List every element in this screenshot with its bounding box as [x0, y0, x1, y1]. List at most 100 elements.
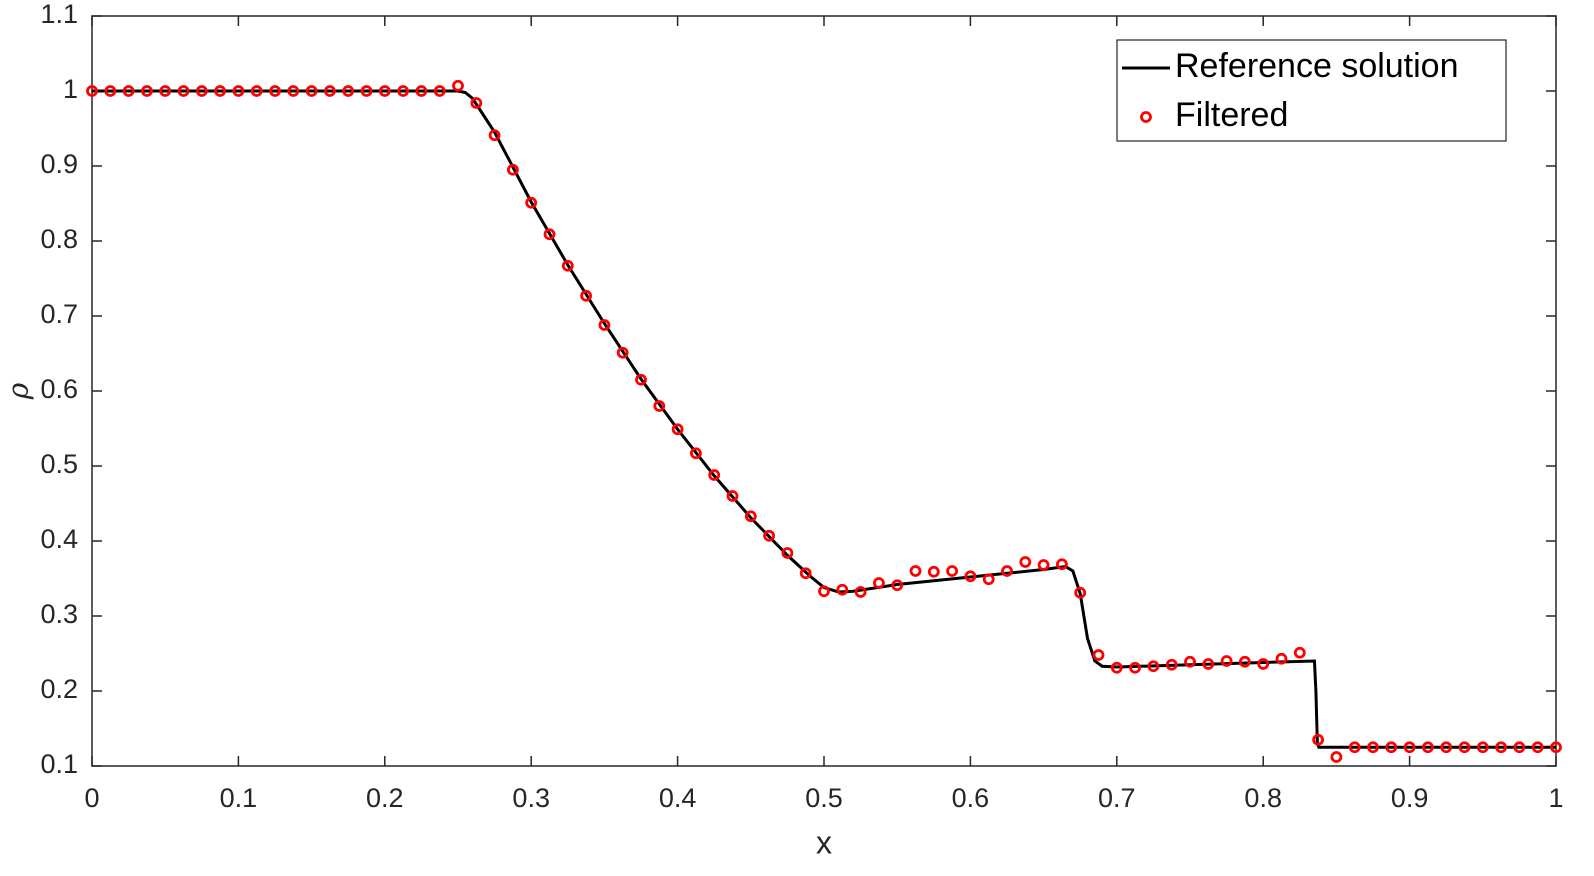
marker: [799, 567, 812, 580]
legend-marker: [1140, 111, 1152, 123]
marker: [1440, 741, 1453, 754]
y-tick-label: 0.6: [40, 374, 78, 404]
marker: [653, 400, 666, 412]
y-tick-label: 0.4: [40, 524, 78, 554]
marker: [1184, 655, 1196, 668]
marker: [1476, 741, 1489, 754]
marker: [561, 259, 574, 272]
y-tick-label: 0.1: [40, 749, 78, 779]
y-tick-label: 1.1: [40, 0, 78, 29]
marker: [1312, 733, 1324, 746]
marker: [159, 85, 172, 97]
marker: [1001, 565, 1013, 577]
marker: [744, 510, 757, 523]
y-tick-label: 0.9: [40, 149, 78, 179]
marker: [763, 529, 775, 542]
marker: [1092, 649, 1105, 661]
x-axis-label: x: [816, 824, 832, 860]
marker: [342, 85, 355, 97]
marker: [1403, 741, 1416, 754]
x-tick-label: 0.6: [952, 783, 990, 813]
marker: [470, 97, 483, 109]
marker: [1037, 559, 1050, 571]
marker: [616, 346, 629, 359]
marker: [378, 85, 391, 97]
marker: [1367, 741, 1379, 754]
x-tick-label: 0.1: [220, 783, 258, 813]
x-tick-label: 0: [84, 783, 99, 813]
marker: [177, 85, 190, 97]
marker: [360, 85, 373, 97]
marker: [122, 85, 135, 97]
x-tick-label: 0.7: [1098, 783, 1136, 813]
x-tick-label: 0.8: [1244, 783, 1282, 813]
marker: [452, 79, 464, 92]
y-tick-label: 0.8: [40, 224, 78, 254]
marker: [507, 163, 519, 176]
marker: [1220, 655, 1233, 667]
marker: [708, 469, 721, 481]
marker: [1239, 655, 1251, 668]
marker: [909, 565, 922, 577]
marker: [690, 447, 702, 460]
y-tick-label: 0.5: [40, 449, 78, 479]
marker: [1495, 741, 1507, 754]
marker: [214, 85, 227, 97]
y-axis-label: ρ: [2, 382, 35, 400]
marker: [1129, 661, 1141, 674]
marker: [1422, 741, 1434, 754]
marker: [1202, 658, 1215, 670]
marker: [1458, 741, 1471, 754]
marker: [397, 85, 410, 97]
marker: [836, 583, 849, 596]
marker: [232, 85, 245, 97]
marker: [433, 85, 446, 97]
marker: [1110, 661, 1123, 674]
marker: [1531, 741, 1544, 754]
marker: [946, 565, 958, 577]
marker: [415, 85, 428, 97]
legend-label: Filtered: [1175, 96, 1288, 134]
marker: [1165, 658, 1178, 671]
marker: [964, 570, 977, 583]
y-tick-label: 0.7: [40, 299, 78, 329]
marker: [927, 565, 940, 578]
marker: [287, 85, 300, 97]
marker: [1147, 660, 1160, 673]
marker: [598, 319, 611, 331]
marker: [580, 289, 592, 302]
x-tick-label: 0.5: [805, 783, 843, 813]
x-tick-label: 0.2: [366, 783, 404, 813]
marker: [86, 85, 98, 97]
marker: [891, 579, 904, 592]
marker: [1385, 741, 1398, 754]
y-tick-label: 1: [63, 74, 78, 104]
marker: [671, 423, 684, 436]
x-tick-label: 0.4: [659, 783, 697, 813]
legend-box: [1116, 39, 1507, 142]
reference-line: [92, 89, 1556, 749]
x-tick-label: 0.3: [512, 783, 550, 813]
y-tick-label: 0.3: [40, 599, 78, 629]
marker: [195, 85, 208, 97]
marker: [854, 586, 867, 598]
marker: [1330, 751, 1343, 763]
x-tick-label: 1: [1548, 783, 1563, 813]
marker: [635, 373, 647, 386]
marker: [305, 85, 318, 97]
marker: [104, 85, 117, 97]
marker: [1074, 586, 1087, 599]
marker: [818, 585, 830, 598]
marker: [140, 85, 153, 97]
marker: [1019, 556, 1032, 568]
marker: [323, 85, 336, 97]
x-tick-label: 0.9: [1391, 783, 1429, 813]
marker: [1257, 658, 1270, 670]
marker: [1275, 652, 1288, 665]
marker: [1293, 646, 1306, 659]
y-tick-label: 0.2: [40, 674, 78, 704]
marker: [982, 573, 995, 586]
legend-label: Reference solution: [1175, 47, 1459, 85]
